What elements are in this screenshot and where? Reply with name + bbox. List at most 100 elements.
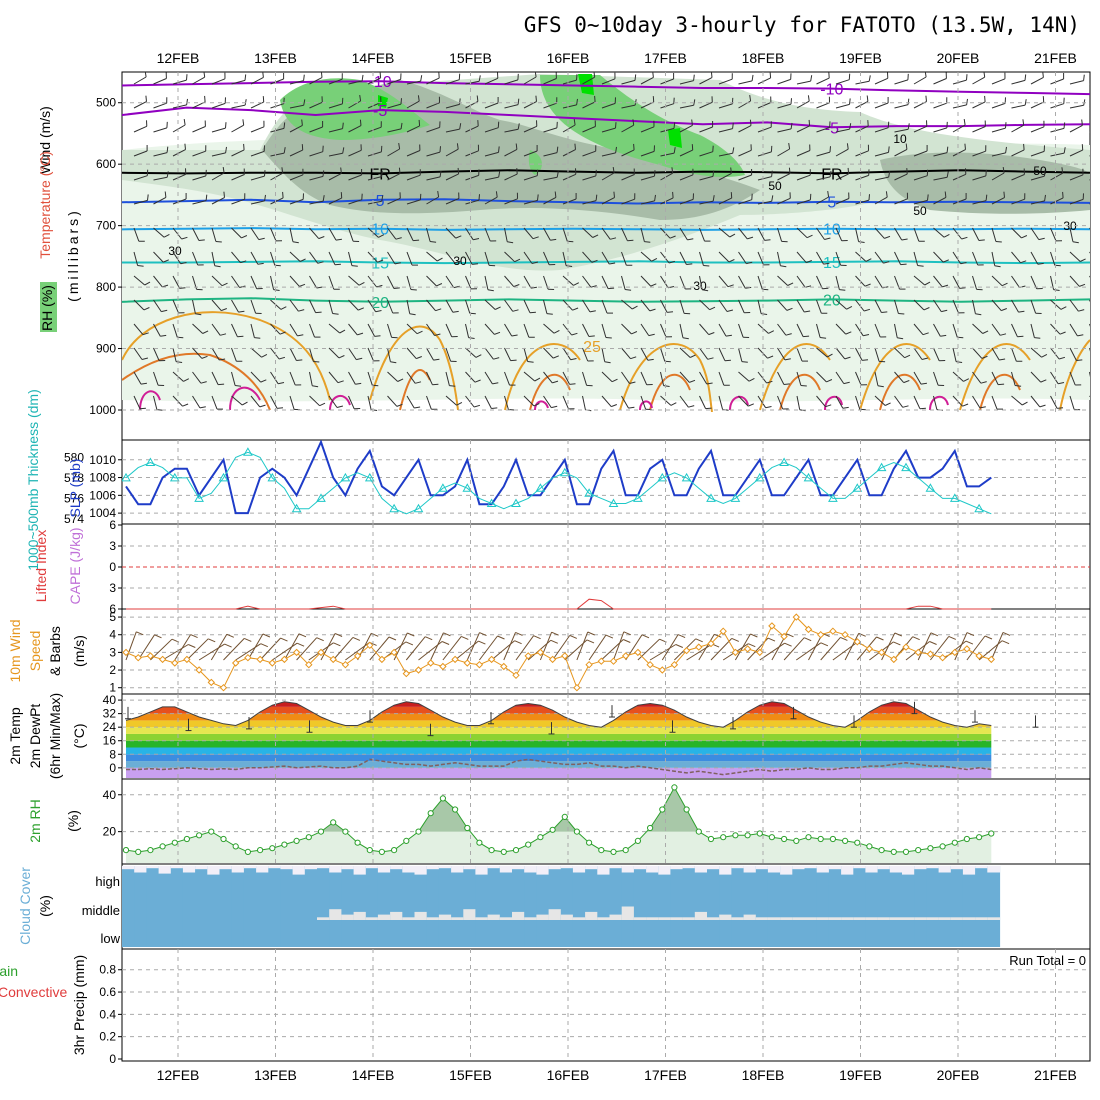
wind-barb (309, 323, 315, 338)
wind-barb (952, 275, 961, 289)
wind-barb-flag (143, 307, 150, 311)
thickness-tick-label: 574 (64, 512, 84, 526)
wind-barb-flag (961, 236, 968, 240)
wind-barb (250, 150, 265, 157)
cloud-cell (767, 866, 781, 893)
cloud-cell (633, 866, 647, 893)
wind-barb (1089, 251, 1090, 254)
cloud-middle-cell (536, 914, 550, 920)
wind-barb-flag (554, 191, 557, 198)
wind-barb-flag (629, 381, 636, 384)
wind-barb (894, 251, 902, 265)
wind-barb-flag (807, 95, 810, 102)
wind-barb (679, 124, 693, 133)
wind-barb (523, 175, 538, 181)
wind-barb-flag (708, 332, 715, 336)
cloud-cell (280, 866, 294, 893)
wind-barb-flag (338, 355, 345, 359)
cloud-cell (633, 920, 647, 947)
wind-barb-flag (241, 235, 248, 239)
wind-barb (348, 395, 355, 410)
y-tick-label: 1000 (89, 403, 116, 417)
wind-barb (972, 101, 986, 109)
wind-barb-flag (983, 72, 986, 78)
wind-barb-flag (183, 119, 186, 126)
wind-barb (699, 323, 710, 335)
wind-barb (660, 197, 674, 205)
y-tick-label: 0 (109, 761, 116, 775)
cloud-cell (889, 893, 903, 920)
cloud-middle-cell (353, 911, 367, 920)
wind-barb-flag (966, 74, 968, 81)
wind-barb-10m (954, 632, 968, 661)
wind-speed-point (585, 660, 593, 669)
wind-speed-point (305, 660, 313, 669)
cloud-cover-cells (122, 866, 1001, 947)
wind-barb-flag (907, 98, 910, 105)
cloud-cell (707, 920, 720, 947)
cloud-clear-cell (280, 866, 294, 870)
cloud-middle-cell (646, 917, 659, 920)
wind-barb-flag (220, 333, 227, 336)
wind-speed-point (548, 655, 557, 664)
wind-barb-flag (322, 170, 325, 177)
wind-barb-flag (435, 308, 442, 312)
wind-barb (406, 227, 414, 241)
wind-barb-flag (806, 234, 813, 239)
thickness-point (949, 493, 960, 502)
wind-barb-flag (682, 337, 689, 340)
wind-barb-flag (215, 241, 222, 243)
wind-barb-10m (137, 634, 155, 661)
wind-barb (757, 176, 772, 181)
cloud-cell (682, 866, 696, 893)
cloud-middle-cell (755, 917, 769, 920)
rh-point (781, 835, 788, 843)
wind-barb (426, 299, 436, 312)
wind-barb-flag (312, 385, 319, 388)
wind-barb-flag (673, 122, 676, 129)
wind-barb (679, 104, 694, 109)
wind-barb-flag (864, 283, 871, 287)
cloud-clear-cell (560, 866, 574, 869)
wind-barb-flag (651, 257, 658, 262)
cloud-cell (902, 893, 915, 920)
label-temperature: Temperature (°C) (37, 151, 53, 259)
cloud-cell (329, 866, 342, 893)
wind-barb (543, 299, 548, 314)
rh-point (683, 806, 690, 813)
y-tick-label: 0.4 (99, 1007, 116, 1021)
date-axis-bottom: 12FEB 13FEB 14FEB 15FEB 16FEB 17FEB 18FEB 19FEB… (157, 1067, 1077, 1083)
wind-speed-point (938, 653, 947, 662)
date-label-top: 16FEB (547, 50, 590, 66)
label-temp2m-line1: 2m Temp (7, 707, 23, 765)
cloud-cell (158, 920, 172, 947)
temperature-bands (126, 701, 992, 778)
wind-barb (933, 227, 945, 238)
cloud-cell (597, 893, 611, 920)
wind-barb-flag (810, 75, 813, 82)
date-label-bottom: 20FEB (937, 1067, 980, 1083)
cloud-cell (877, 866, 891, 893)
wind-barb (601, 152, 616, 157)
wind-barb (387, 347, 391, 362)
wind-barb (211, 172, 225, 181)
wind-barb-flag (745, 286, 752, 289)
wind-barb (894, 347, 905, 359)
wind-barb (855, 347, 863, 361)
wind-barb-flag (805, 285, 812, 288)
wind-barb-10m (369, 636, 390, 661)
wind-barb-10m (637, 638, 660, 661)
wind-barb-flag (303, 74, 305, 81)
wind-barb-flag (946, 146, 949, 153)
cloud-cell (304, 866, 318, 893)
temperature-contour (122, 297, 1090, 303)
wind-barb-flag (163, 233, 170, 238)
wind-speed-point (414, 666, 423, 674)
y-tick-label: 3 (109, 539, 116, 553)
wind-barb (660, 275, 669, 288)
wind-speed-point (451, 655, 459, 664)
wind-barb (1011, 174, 1025, 181)
wind-barb (309, 395, 320, 407)
wind-barb (465, 227, 474, 240)
wind-barb (231, 275, 240, 288)
